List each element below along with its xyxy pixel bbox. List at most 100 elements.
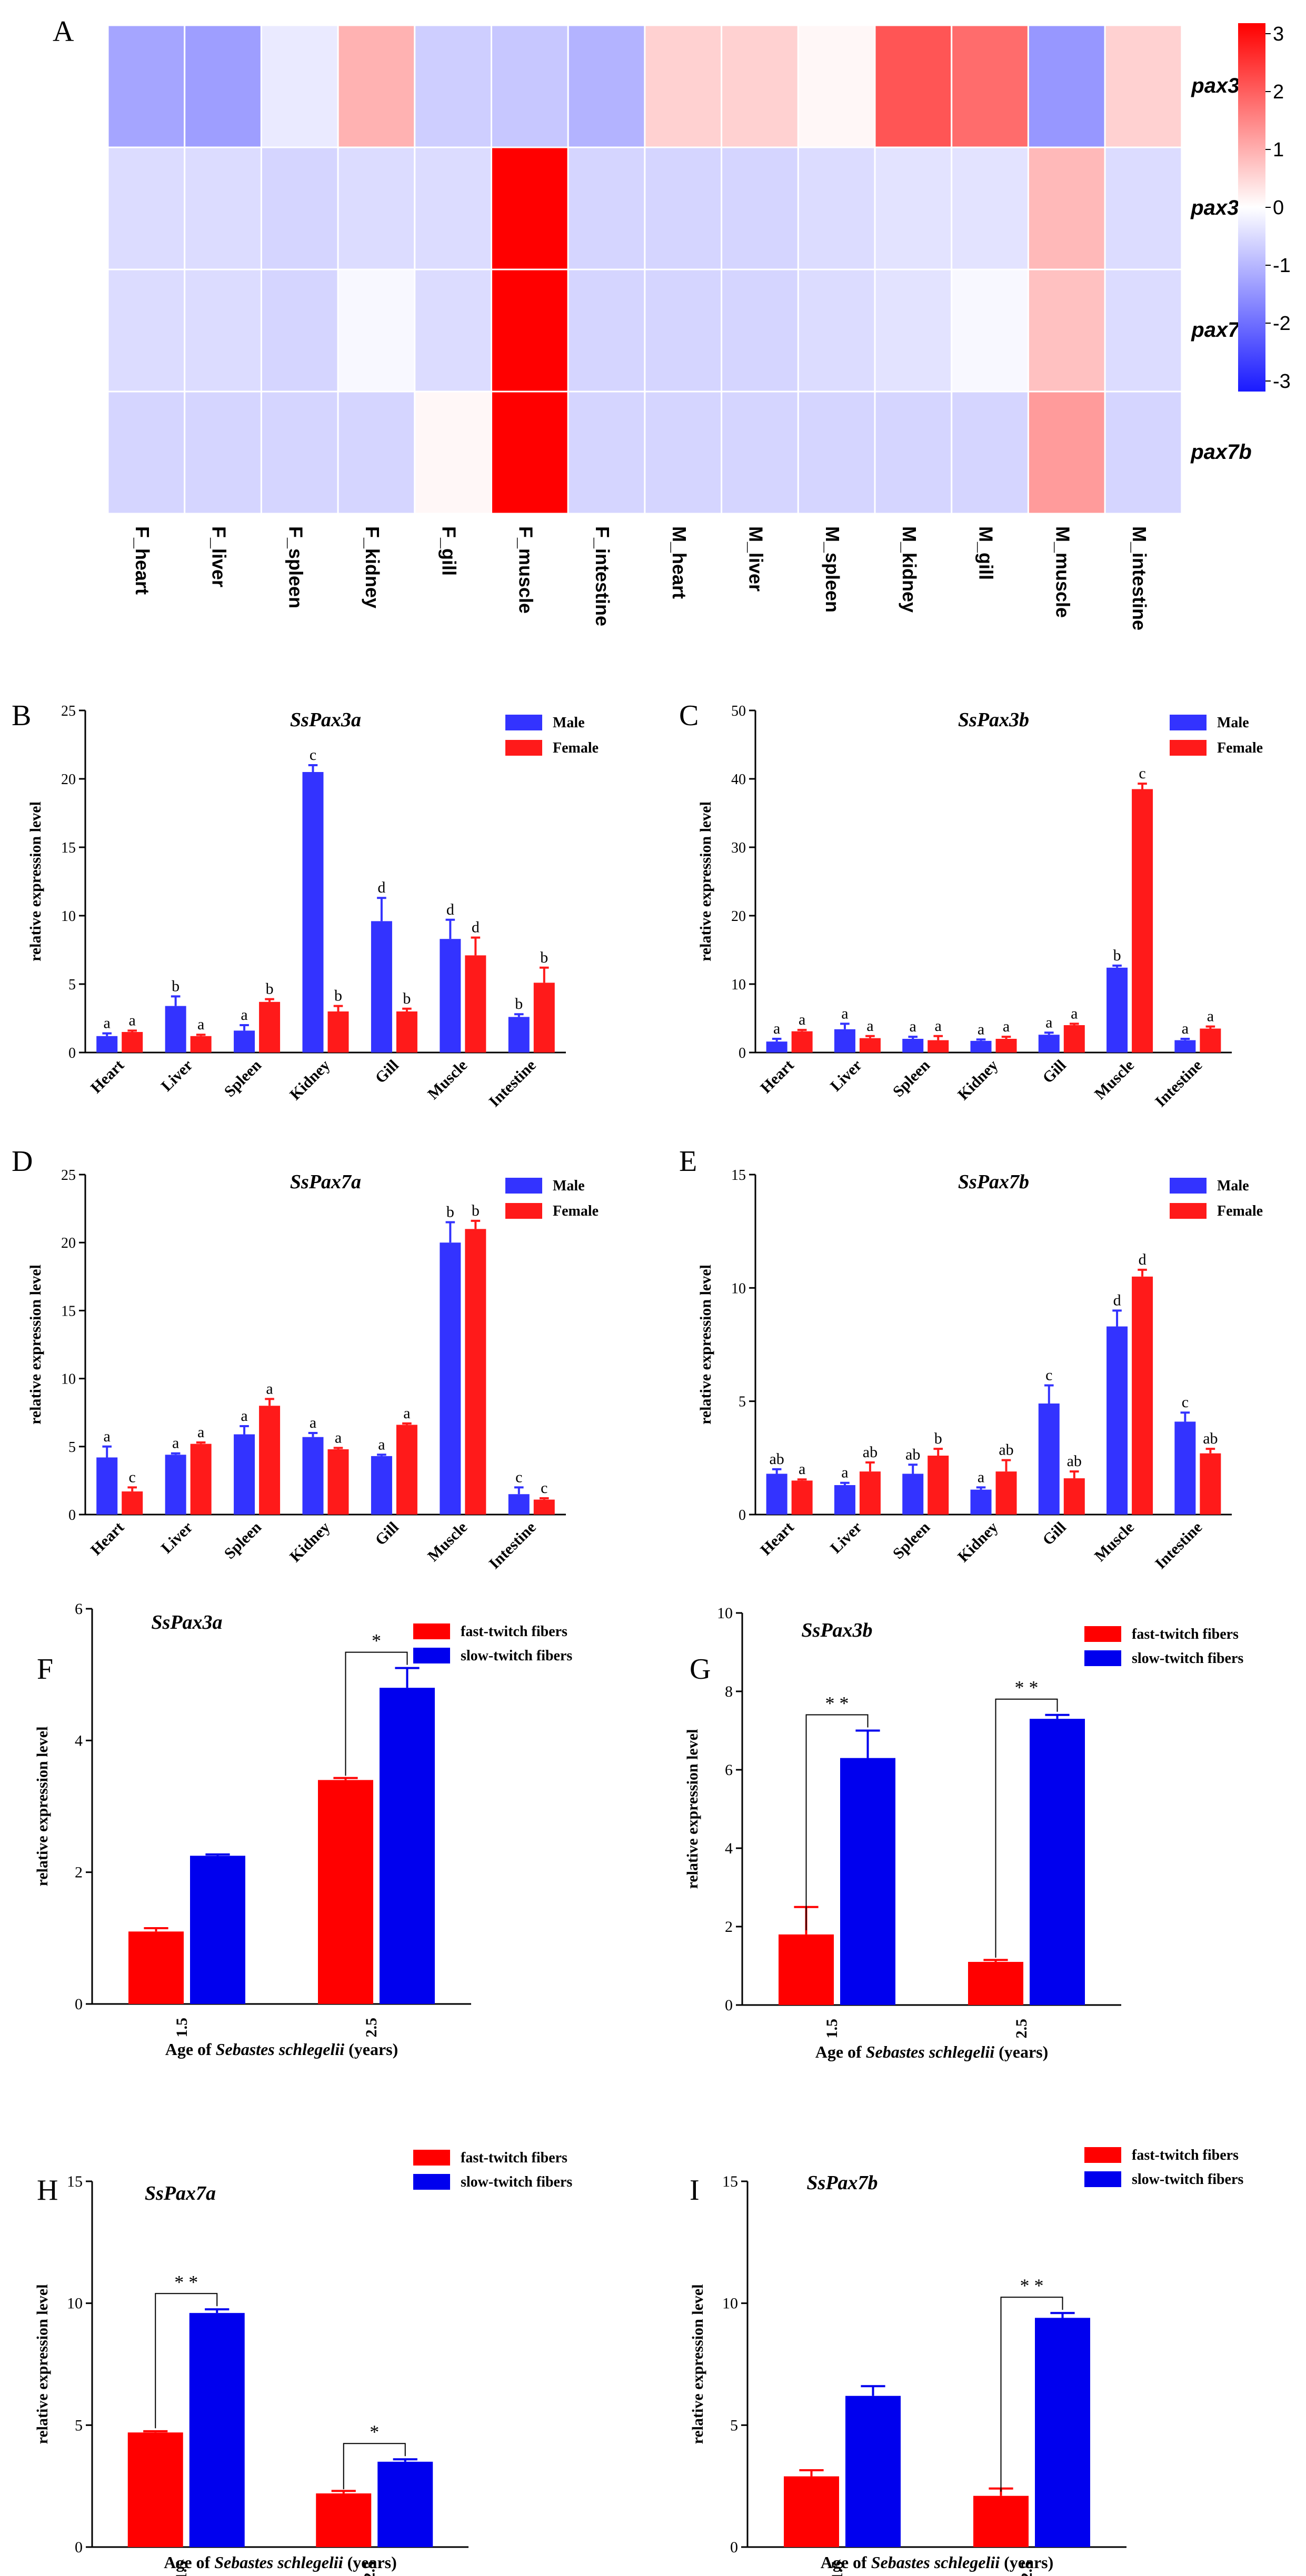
heatmap-column-label: F_spleen	[285, 526, 306, 608]
heatmap-cell	[1027, 24, 1106, 148]
legend-swatch	[413, 2174, 450, 2190]
heatmap-cell	[797, 146, 876, 270]
significance-stars: * *	[174, 2271, 198, 2292]
y-tick-label: 6	[725, 1761, 733, 1779]
significance-letter: a	[266, 1380, 273, 1397]
bar-male	[834, 1485, 855, 1515]
significance-letter: a	[197, 1424, 204, 1441]
scale-tick-label: 0	[1273, 197, 1284, 219]
bar-female	[995, 1471, 1017, 1515]
y-tick-label: 10	[731, 977, 746, 993]
y-axis-label: relative expression level	[27, 801, 44, 961]
bar-male	[165, 1006, 186, 1053]
bar-female	[327, 1449, 349, 1515]
heatmap-cell	[337, 146, 416, 270]
y-tick-label: 15	[61, 840, 76, 856]
bar-female	[259, 1406, 281, 1515]
heatmap-cell	[260, 390, 339, 515]
y-tick-label: 4	[75, 1732, 83, 1749]
heatmap-cell	[491, 390, 569, 515]
significance-bracket	[155, 2293, 218, 2429]
heatmap-cell	[414, 390, 492, 515]
legend-label: Female	[553, 1203, 599, 1219]
y-tick-label: 15	[731, 1167, 746, 1184]
y-tick-label: 5	[75, 2417, 83, 2434]
panel-label-G: G	[690, 1653, 711, 1686]
x-tick-label: Kidney	[286, 1057, 333, 1104]
bar-fast-twitch-fibers	[127, 2432, 183, 2547]
x-tick-label: Heart	[757, 1057, 797, 1097]
bar-slow-twitch-fibers	[189, 2313, 245, 2547]
chart-title: SsPax7a	[145, 2182, 216, 2204]
heatmap-cell	[951, 268, 1029, 393]
significance-letter: a	[841, 1464, 848, 1481]
x-tick-label: Intestine	[1152, 1057, 1205, 1110]
bar-male	[440, 939, 461, 1053]
y-axis-label: relative expression level	[34, 1727, 51, 1887]
heatmap-row-label: pax7b	[1190, 440, 1252, 464]
x-tick-label: Gill	[1039, 1519, 1070, 1549]
significance-letter: a	[910, 1018, 916, 1035]
bar-female	[928, 1456, 949, 1515]
significance-letter: a	[129, 1011, 136, 1029]
x-axis-label-species: Sebastes schlegelii	[216, 2040, 345, 2059]
legend-label: fast-twitch fibers	[461, 1623, 567, 1640]
x-tick-label: 1.5	[173, 2561, 190, 2576]
heatmap-cell	[337, 24, 416, 148]
heatmap-cell	[184, 268, 262, 393]
y-tick-label: 0	[68, 1507, 76, 1523]
legend-label: slow-twitch fibers	[1132, 1650, 1243, 1667]
heatmap-column-label: M_gill	[975, 526, 997, 580]
bar-male	[902, 1474, 924, 1515]
x-axis-label-part: (years)	[1000, 2553, 1053, 2572]
significance-letter: a	[841, 1005, 848, 1022]
bar-female	[1132, 789, 1153, 1053]
heatmap-column-label: F_kidney	[362, 526, 383, 608]
x-tick-label: Kidney	[954, 1057, 1001, 1104]
legend-label: Female	[1217, 740, 1263, 756]
x-tick-label: 1.5	[823, 2019, 841, 2039]
significance-letter: a	[335, 1429, 342, 1446]
heatmap-cell	[260, 268, 339, 393]
legend-swatch	[413, 1648, 450, 1663]
heatmap-cell	[491, 24, 569, 148]
significance-bracket	[1000, 2297, 1063, 2492]
bar-female	[122, 1491, 143, 1515]
bar-female	[859, 1038, 881, 1053]
significance-letter: b	[515, 995, 523, 1013]
bar-female	[533, 1499, 555, 1515]
heatmap-cell	[644, 24, 723, 148]
significance-letter: a	[378, 1436, 385, 1453]
significance-stars: * *	[1015, 1677, 1039, 1698]
heatmap-column-label: F_intestine	[592, 526, 613, 626]
significance-letter: a	[197, 1016, 204, 1033]
heatmap-cell	[337, 390, 416, 515]
heatmap-cell	[1027, 390, 1106, 515]
legend-swatch	[1084, 2147, 1121, 2163]
heatmap-cell	[184, 390, 262, 515]
heatmap-column-label: F_muscle	[515, 526, 536, 614]
x-axis-label-part: Age of	[821, 2553, 871, 2572]
panel-label-E: E	[679, 1145, 697, 1178]
bar-male	[302, 772, 324, 1053]
legend-swatch	[505, 740, 542, 756]
y-tick-label: 20	[61, 1235, 76, 1251]
legend-label: Female	[553, 740, 599, 756]
legend-label: fast-twitch fibers	[1132, 2147, 1239, 2163]
significance-bracket	[805, 1714, 869, 1930]
y-tick-label: 2	[75, 1864, 83, 1881]
significance-letter: a	[104, 1015, 111, 1032]
y-tick-label: 5	[68, 977, 76, 993]
bar-male	[1038, 1403, 1060, 1515]
y-axis-label: relative expression level	[684, 1729, 701, 1889]
heatmap-column-label: M_liver	[745, 526, 766, 592]
chart-title: SsPax3b	[801, 1619, 872, 1641]
y-tick-label: 10	[61, 908, 76, 925]
bar-male	[1038, 1035, 1060, 1053]
significance-letter: c	[1182, 1394, 1189, 1411]
bar-male	[970, 1040, 992, 1053]
bar-male	[440, 1242, 461, 1515]
bar-female	[190, 1444, 212, 1515]
y-axis-label: relative expression level	[697, 801, 714, 961]
heatmap-cell	[874, 24, 953, 148]
